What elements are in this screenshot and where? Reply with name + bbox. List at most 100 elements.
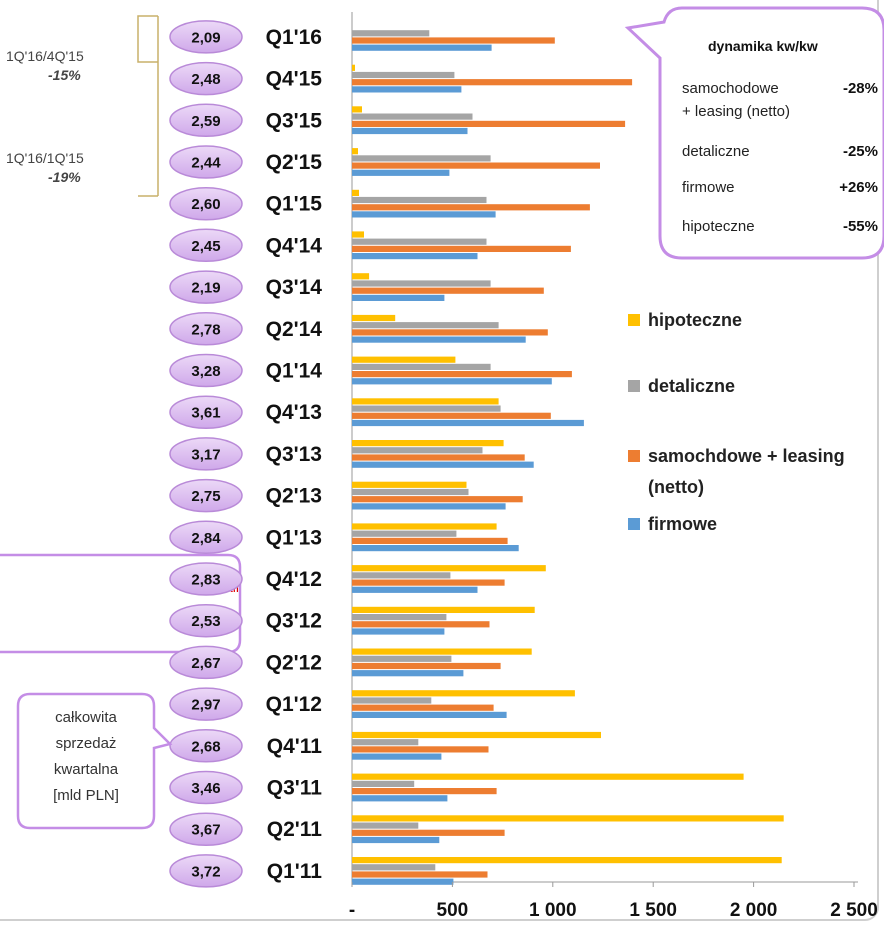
category-label: Q3'15 <box>266 109 323 132</box>
x-tick-label: 2 000 <box>730 900 778 921</box>
total-oval <box>169 520 243 555</box>
total-oval <box>169 687 243 721</box>
total-oval <box>169 20 243 54</box>
bar-hipoteczne-Q211 <box>352 815 784 822</box>
bar-samochdowe-Q213 <box>352 496 523 503</box>
total-oval <box>169 186 243 221</box>
bar-detaliczne-Q415 <box>352 71 455 79</box>
bar-samochdowe-Q414 <box>352 245 571 252</box>
bar-hipoteczne-Q112 <box>352 690 575 697</box>
bar-detaliczne-Q113 <box>352 530 457 537</box>
bar-hipoteczne-Q113 <box>352 523 497 530</box>
total-label: 2,59 <box>191 113 220 130</box>
total-oval <box>169 645 243 680</box>
bracket-top-label: 1Q'16/4Q'15 <box>6 48 84 64</box>
dyn-row-2-name: detaliczne <box>682 143 750 160</box>
total-label: 3,28 <box>191 363 220 380</box>
x-tick-label: 2 500 <box>830 900 878 921</box>
bar-firmowe-Q213 <box>352 503 506 510</box>
bar-samochdowe-Q313 <box>352 454 525 461</box>
bar-hipoteczne-Q312 <box>352 606 535 613</box>
bar-firmowe-Q412 <box>352 586 478 593</box>
category-label: Q2'11 <box>267 818 323 841</box>
bar-firmowe-Q112 <box>352 711 507 718</box>
total-label: 2,68 <box>191 738 220 755</box>
legend-swatch-firmowe <box>628 518 640 530</box>
bar-detaliczne-Q215 <box>352 155 491 162</box>
bar-samochdowe-Q312 <box>352 621 490 628</box>
bar-firmowe-Q314 <box>352 294 445 301</box>
total-label: 3,72 <box>191 863 220 880</box>
comparison-brackets: 1Q'16/4Q'15 -15% 1Q'16/1Q'15 -19% <box>6 15 159 197</box>
category-label: Q1'14 <box>266 360 323 383</box>
bracket-bottom-value: -19% <box>48 169 81 185</box>
category-label: Q1'12 <box>266 693 322 716</box>
bracket-top-value: -15% <box>48 67 81 83</box>
legend-swatch-samochodowe <box>628 450 640 462</box>
total-label: 3,61 <box>191 405 220 422</box>
bar-detaliczne-Q211 <box>352 822 419 829</box>
bar-samochdowe-Q413 <box>352 412 551 419</box>
category-label: Q1'11 <box>267 860 323 883</box>
bar-samochdowe-Q115 <box>352 204 590 211</box>
total-oval <box>169 61 243 96</box>
bar-firmowe-Q413 <box>352 419 584 427</box>
bar-hipoteczne-Q311 <box>352 773 744 780</box>
bar-firmowe-Q315 <box>352 127 468 135</box>
bar-detaliczne-Q116 <box>352 30 430 37</box>
bar-detaliczne-Q412 <box>352 572 451 579</box>
category-label: Q4'11 <box>267 735 323 758</box>
dyn-row-1-name: samochodowe <box>682 80 779 97</box>
total-oval <box>169 145 243 179</box>
bar-detaliczne-Q313 <box>352 447 483 454</box>
bar-firmowe-Q212 <box>352 670 464 677</box>
dyn-row-4-value: -55% <box>843 218 878 235</box>
total-oval <box>169 437 243 471</box>
total-oval <box>169 603 243 638</box>
total-label: 2,75 <box>191 488 220 505</box>
legend-swatch-detaliczne <box>628 380 640 392</box>
bar-samochdowe-Q214 <box>352 329 548 336</box>
category-label: Q4'13 <box>266 401 322 424</box>
bar-hipoteczne-Q115 <box>352 189 359 196</box>
x-tick-label: - <box>349 900 355 921</box>
bar-samochdowe-Q215 <box>352 162 600 169</box>
legend-label-firmowe: firmowe <box>648 514 717 534</box>
category-label: Q3'14 <box>266 276 323 299</box>
bar-samochdowe-Q412 <box>352 579 505 586</box>
total-label: 2,83 <box>191 572 220 589</box>
legend-label-hipoteczne: hipoteczne <box>648 310 742 330</box>
bar-firmowe-Q313 <box>352 461 534 468</box>
category-labels: Q1'16 2,09 Q4'15 2,48 Q3'15 2,59 Q2'15 2,44 Q1'1… <box>169 20 323 888</box>
bar-firmowe-Q113 <box>352 545 519 552</box>
bar-hipoteczne-Q314 <box>352 273 370 280</box>
total-label: 2,45 <box>191 238 220 255</box>
bar-hipoteczne-Q313 <box>352 440 504 447</box>
bar-groups <box>352 30 784 885</box>
total-callout-line-4: [mld PLN] <box>53 787 119 804</box>
total-oval <box>169 353 243 388</box>
bar-detaliczne-Q114 <box>352 363 491 370</box>
x-axis-ticks: - 500 1 000 1 500 2 000 2 500 <box>349 882 878 921</box>
bar-detaliczne-Q314 <box>352 280 491 287</box>
bar-samochdowe-Q311 <box>352 788 497 795</box>
category-label: Q4'14 <box>266 234 323 257</box>
bar-firmowe-Q215 <box>352 169 450 176</box>
x-tick-label: 1 500 <box>629 900 677 921</box>
total-oval <box>169 228 243 263</box>
bar-hipoteczne-Q214 <box>352 314 396 322</box>
category-label: Q3'11 <box>267 777 323 800</box>
total-label: 2,53 <box>191 613 220 630</box>
legend-label-detaliczne: detaliczne <box>648 376 735 396</box>
total-label: 3,67 <box>191 822 220 839</box>
bar-detaliczne-Q112 <box>352 697 432 704</box>
bar-hipoteczne-Q412 <box>352 565 546 572</box>
bar-firmowe-Q214 <box>352 336 526 343</box>
bar-detaliczne-Q315 <box>352 113 473 120</box>
bar-samochdowe-Q114 <box>352 371 572 378</box>
bar-detaliczne-Q115 <box>352 196 487 204</box>
total-oval <box>169 312 243 346</box>
category-label: Q2'15 <box>266 151 323 174</box>
total-label: 3,17 <box>191 446 220 463</box>
